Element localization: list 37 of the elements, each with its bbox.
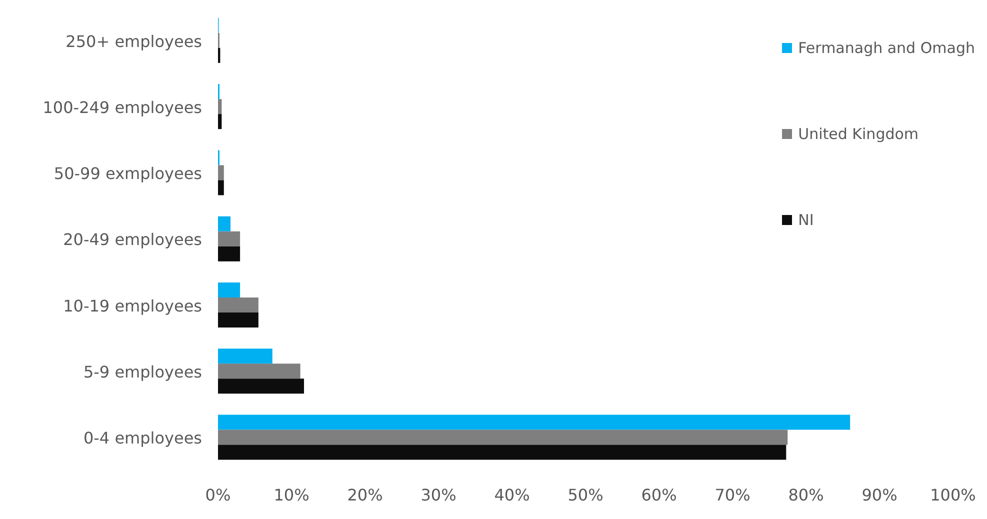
bar xyxy=(218,216,230,232)
x-tick-label: 20% xyxy=(347,485,383,504)
x-tick-label: 90% xyxy=(862,485,898,504)
legend-label: United Kingdom xyxy=(798,124,919,142)
y-tick-label: 0-4 employees xyxy=(83,428,202,448)
y-tick-label: 5-9 employees xyxy=(83,362,202,382)
y-tick-label: 50-99 exmployees xyxy=(54,164,202,184)
bar xyxy=(218,444,786,460)
bar xyxy=(218,364,300,379)
bar xyxy=(218,414,850,430)
bar xyxy=(218,99,222,114)
y-tick-label: 10-19 employees xyxy=(63,296,202,316)
legend-label: NI xyxy=(798,210,814,228)
legend-label: Fermanagh and Omagh xyxy=(798,38,975,56)
y-tick-label: 100-249 employees xyxy=(42,98,202,117)
bar xyxy=(218,180,224,196)
bar xyxy=(218,348,272,364)
bar xyxy=(218,378,304,394)
bar xyxy=(218,231,240,246)
bar xyxy=(218,165,224,180)
bar xyxy=(218,114,222,130)
x-tick-label: 10% xyxy=(274,485,310,504)
bar xyxy=(218,246,240,262)
x-tick-label: 100% xyxy=(930,485,976,504)
x-tick-label: 40% xyxy=(494,485,530,504)
bar xyxy=(218,282,240,298)
x-tick-label: 60% xyxy=(641,485,677,504)
bar xyxy=(218,297,258,312)
x-tick-label: 70% xyxy=(714,485,750,504)
y-tick-label: 250+ employees xyxy=(66,32,202,51)
bar xyxy=(218,312,258,328)
y-tick-label: 20-49 employees xyxy=(63,230,202,250)
x-tick-label: 30% xyxy=(420,485,456,504)
bar xyxy=(218,430,788,445)
x-tick-label: 80% xyxy=(788,485,824,504)
x-tick-label: 0% xyxy=(205,485,231,504)
x-tick-label: 50% xyxy=(568,485,604,504)
